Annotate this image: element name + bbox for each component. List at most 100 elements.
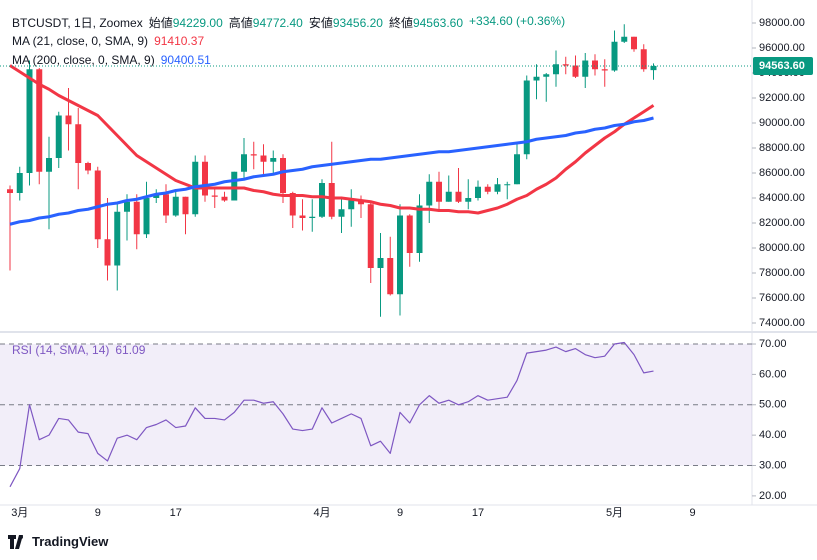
- candle-body: [611, 41, 618, 71]
- candle-body: [631, 36, 637, 50]
- candle-body: [153, 194, 160, 198]
- rsi-tick-label: 60.00: [759, 368, 787, 380]
- symbol: BTCUSDT, 1日, Zoomex: [12, 16, 143, 30]
- branding: TradingView: [8, 534, 108, 549]
- rsi-tick-label: 20.00: [759, 490, 787, 502]
- candle-body: [172, 196, 179, 216]
- ma-header: MA (21, close, 0, SMA, 9) 91410.37: [12, 34, 204, 48]
- candle-body: [523, 80, 530, 155]
- candle-body: [543, 74, 550, 77]
- ma-value: 90400.51: [160, 53, 211, 67]
- last-price-label: 94563.60: [759, 60, 805, 72]
- candle-body: [553, 64, 559, 75]
- candle-body: [270, 158, 277, 162]
- x-tick-label: 4月: [313, 507, 330, 519]
- rsi-name: RSI (14, SMA, 14): [12, 343, 110, 357]
- candle-body: [621, 36, 628, 42]
- ma-name: MA (200, close, 0, SMA, 9): [12, 53, 155, 67]
- ohlc-value: 94772.40: [252, 16, 303, 30]
- candle-body: [494, 184, 501, 192]
- candle-body: [94, 170, 101, 240]
- candle-body: [36, 69, 43, 172]
- candle-body: [182, 196, 189, 215]
- rsi-value: 61.09: [115, 343, 146, 357]
- candle-body: [280, 158, 286, 193]
- candle-body: [572, 65, 579, 77]
- y-tick-label: 90000.00: [759, 117, 805, 129]
- y-tick-label: 82000.00: [759, 217, 805, 229]
- candle-body: [348, 200, 355, 210]
- candle-body: [582, 60, 589, 77]
- x-tick-label: 17: [170, 507, 182, 519]
- candle-body: [328, 183, 335, 217]
- candle-body: [406, 215, 413, 253]
- candle-body: [114, 211, 121, 266]
- candle-body: [85, 163, 91, 171]
- candle-body: [221, 196, 228, 201]
- rsi-tick-label: 30.00: [759, 459, 787, 471]
- candle-body: [104, 239, 111, 266]
- candle-body: [16, 173, 23, 193]
- ohlc-value: 94229.00: [172, 16, 223, 30]
- rsi-band: [0, 344, 752, 466]
- ohlc-item: 安値93456.20: [309, 14, 383, 31]
- candle-body: [7, 189, 13, 193]
- ohlc-value: 94563.60: [412, 16, 464, 30]
- y-tick-label: 74000.00: [759, 317, 805, 329]
- candle-body: [397, 215, 403, 295]
- candle-body: [436, 181, 442, 202]
- candle-body: [465, 198, 472, 202]
- x-tick-label: 9: [95, 507, 101, 519]
- candle-body: [358, 200, 364, 205]
- candle-body: [46, 158, 52, 172]
- candle-body: [650, 65, 657, 71]
- y-tick-label: 96000.00: [759, 42, 805, 54]
- ohlc-label: 安値: [308, 16, 333, 30]
- candle-body: [75, 124, 82, 163]
- ohlc-label: 終値: [388, 16, 413, 30]
- logo-icon: [8, 534, 23, 549]
- ohlc-value: 93456.20: [332, 16, 383, 30]
- candle-body: [387, 258, 394, 295]
- y-tick-label: 92000.00: [759, 92, 805, 104]
- brand-name: TradingView: [32, 534, 109, 549]
- y-tick-label: 88000.00: [759, 142, 805, 154]
- ohlc-label: 始値: [148, 16, 173, 30]
- candle-body: [377, 258, 384, 268]
- ohlc-item: 終値94563.60: [389, 14, 463, 31]
- ohlc-label: 高値: [228, 16, 253, 30]
- symbol-header: BTCUSDT, 1日, Zoomex 始値94229.00 高値94772.40…: [12, 14, 565, 31]
- ma-line: [9, 116, 654, 226]
- candle-body: [367, 204, 374, 268]
- candle-body: [601, 69, 608, 71]
- y-tick-label: 84000.00: [759, 192, 805, 204]
- x-tick-label: 3月: [11, 507, 28, 519]
- candle-body: [211, 195, 218, 197]
- candle-body: [202, 161, 208, 196]
- candle-body: [514, 154, 520, 185]
- rsi-header: RSI (14, SMA, 14) 61.09: [12, 343, 145, 357]
- candle-body: [65, 115, 72, 125]
- rsi-line: [9, 341, 654, 488]
- candle-body: [309, 216, 316, 218]
- candle-body: [55, 115, 62, 158]
- candle-body: [250, 154, 257, 156]
- y-tick-label: 86000.00: [759, 167, 805, 179]
- rsi-tick-label: 40.00: [759, 429, 787, 441]
- candle-body: [504, 184, 511, 186]
- candle-body: [592, 60, 598, 70]
- candle-body: [260, 155, 267, 162]
- candle-body: [124, 201, 130, 212]
- y-tick-label: 76000.00: [759, 292, 805, 304]
- candle-body: [640, 49, 647, 70]
- candle-body: [26, 69, 33, 173]
- ohlc-item: 高値94772.40: [229, 14, 303, 31]
- y-tick-label: 98000.00: [759, 17, 805, 29]
- candle-body: [133, 201, 140, 235]
- x-tick-label: 9: [689, 507, 695, 519]
- candle-body: [289, 193, 296, 216]
- candle-body: [163, 194, 169, 216]
- candle-body: [299, 215, 306, 218]
